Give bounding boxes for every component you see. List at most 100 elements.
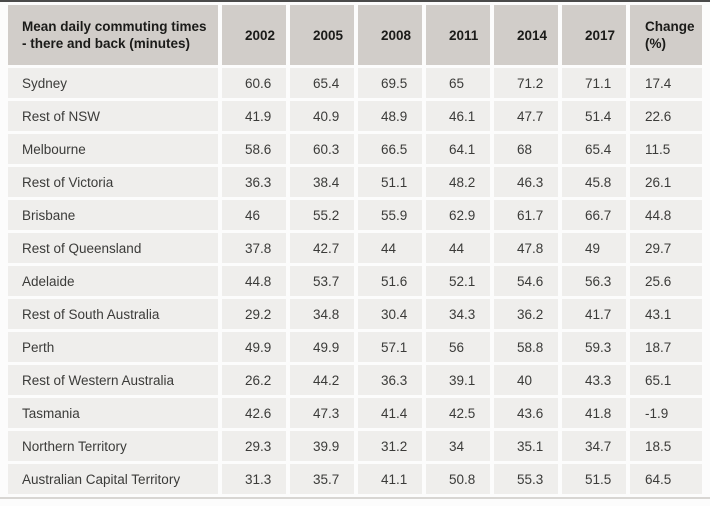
cell-value: 41.7 xyxy=(562,299,626,329)
cell-change: 65.1 xyxy=(630,365,702,395)
cell-value: 34.8 xyxy=(290,299,354,329)
cell-value: 71.2 xyxy=(494,68,558,98)
cell-value: 51.5 xyxy=(562,464,626,494)
cell-value: 55.2 xyxy=(290,200,354,230)
row-label: Northern Territory xyxy=(8,431,218,461)
cell-value: 26.2 xyxy=(222,365,286,395)
cell-change: -1.9 xyxy=(630,398,702,428)
cell-value: 38.4 xyxy=(290,167,354,197)
cell-value: 54.6 xyxy=(494,266,558,296)
row-label: Melbourne xyxy=(8,134,218,164)
cell-value: 46.3 xyxy=(494,167,558,197)
column-header-2014: 2014 xyxy=(494,5,558,65)
table-row-rest-of-nsw: Rest of NSW 41.9 40.9 48.9 46.1 47.7 51.… xyxy=(8,101,702,131)
cell-value: 56.3 xyxy=(562,266,626,296)
cell-value: 36.3 xyxy=(358,365,422,395)
column-header-2002: 2002 xyxy=(222,5,286,65)
cell-change: 26.1 xyxy=(630,167,702,197)
table-row-tasmania: Tasmania 42.6 47.3 41.4 42.5 43.6 41.8 -… xyxy=(8,398,702,428)
cell-value: 49.9 xyxy=(222,332,286,362)
cell-value: 55.9 xyxy=(358,200,422,230)
row-label: Rest of Western Australia xyxy=(8,365,218,395)
cell-value: 58.8 xyxy=(494,332,558,362)
cell-value: 42.6 xyxy=(222,398,286,428)
cell-value: 49 xyxy=(562,233,626,263)
cell-change: 25.6 xyxy=(630,266,702,296)
cell-change: 22.6 xyxy=(630,101,702,131)
cell-value: 43.3 xyxy=(562,365,626,395)
table-row-rest-of-queensland: Rest of Queensland 37.8 42.7 44 44 47.8 … xyxy=(8,233,702,263)
cell-value: 65 xyxy=(426,68,490,98)
cell-value: 48.9 xyxy=(358,101,422,131)
top-rule xyxy=(0,0,710,2)
cell-value: 65.4 xyxy=(562,134,626,164)
row-label: Rest of Queensland xyxy=(8,233,218,263)
row-label: Sydney xyxy=(8,68,218,98)
cell-value: 46 xyxy=(222,200,286,230)
row-label: Adelaide xyxy=(8,266,218,296)
cell-value: 53.7 xyxy=(290,266,354,296)
cell-value: 36.2 xyxy=(494,299,558,329)
cell-value: 47.8 xyxy=(494,233,558,263)
table-row-northern-territory: Northern Territory 29.3 39.9 31.2 34 35.… xyxy=(8,431,702,461)
row-label: Rest of South Australia xyxy=(8,299,218,329)
cell-value: 44.2 xyxy=(290,365,354,395)
table-row-australian-capital-territory: Australian Capital Territory 31.3 35.7 4… xyxy=(8,464,702,494)
cell-value: 50.8 xyxy=(426,464,490,494)
commuting-times-table: Mean daily commuting times - there and b… xyxy=(4,2,706,497)
bottom-rule xyxy=(0,497,710,499)
cell-value: 41.9 xyxy=(222,101,286,131)
cell-value: 39.1 xyxy=(426,365,490,395)
table-row-brisbane: Brisbane 46 55.2 55.9 62.9 61.7 66.7 44.… xyxy=(8,200,702,230)
table-row-melbourne: Melbourne 58.6 60.3 66.5 64.1 68 65.4 11… xyxy=(8,134,702,164)
cell-value: 56 xyxy=(426,332,490,362)
row-label: Australian Capital Territory xyxy=(8,464,218,494)
table-row-sydney: Sydney 60.6 65.4 69.5 65 71.2 71.1 17.4 xyxy=(8,68,702,98)
cell-change: 64.5 xyxy=(630,464,702,494)
cell-value: 35.7 xyxy=(290,464,354,494)
cell-value: 30.4 xyxy=(358,299,422,329)
column-header-2008: 2008 xyxy=(358,5,422,65)
cell-value: 29.3 xyxy=(222,431,286,461)
cell-value: 47.7 xyxy=(494,101,558,131)
cell-value: 62.9 xyxy=(426,200,490,230)
cell-value: 40 xyxy=(494,365,558,395)
cell-value: 51.4 xyxy=(562,101,626,131)
cell-value: 61.7 xyxy=(494,200,558,230)
row-label: Tasmania xyxy=(8,398,218,428)
cell-value: 44 xyxy=(426,233,490,263)
table-row-rest-of-victoria: Rest of Victoria 36.3 38.4 51.1 48.2 46.… xyxy=(8,167,702,197)
cell-value: 35.1 xyxy=(494,431,558,461)
table-row-rest-of-south-australia: Rest of South Australia 29.2 34.8 30.4 3… xyxy=(8,299,702,329)
cell-value: 57.1 xyxy=(358,332,422,362)
cell-change: 11.5 xyxy=(630,134,702,164)
cell-change: 17.4 xyxy=(630,68,702,98)
table-row-rest-of-western-australia: Rest of Western Australia 26.2 44.2 36.3… xyxy=(8,365,702,395)
cell-value: 42.7 xyxy=(290,233,354,263)
cell-value: 60.3 xyxy=(290,134,354,164)
cell-value: 68 xyxy=(494,134,558,164)
cell-value: 43.6 xyxy=(494,398,558,428)
cell-value: 49.9 xyxy=(290,332,354,362)
cell-change: 44.8 xyxy=(630,200,702,230)
cell-change: 18.5 xyxy=(630,431,702,461)
column-header-change-pct: Change (%) xyxy=(630,5,702,65)
cell-value: 34.7 xyxy=(562,431,626,461)
column-header-2005: 2005 xyxy=(290,5,354,65)
cell-value: 45.8 xyxy=(562,167,626,197)
commuting-times-table-wrap: Mean daily commuting times - there and b… xyxy=(0,2,710,497)
cell-value: 44 xyxy=(358,233,422,263)
cell-value: 47.3 xyxy=(290,398,354,428)
column-header-2017: 2017 xyxy=(562,5,626,65)
row-label: Brisbane xyxy=(8,200,218,230)
cell-value: 31.3 xyxy=(222,464,286,494)
cell-value: 39.9 xyxy=(290,431,354,461)
cell-value: 31.2 xyxy=(358,431,422,461)
cell-value: 51.6 xyxy=(358,266,422,296)
cell-value: 60.6 xyxy=(222,68,286,98)
cell-change: 43.1 xyxy=(630,299,702,329)
cell-value: 29.2 xyxy=(222,299,286,329)
cell-value: 34.3 xyxy=(426,299,490,329)
column-header-2011: 2011 xyxy=(426,5,490,65)
cell-value: 41.4 xyxy=(358,398,422,428)
